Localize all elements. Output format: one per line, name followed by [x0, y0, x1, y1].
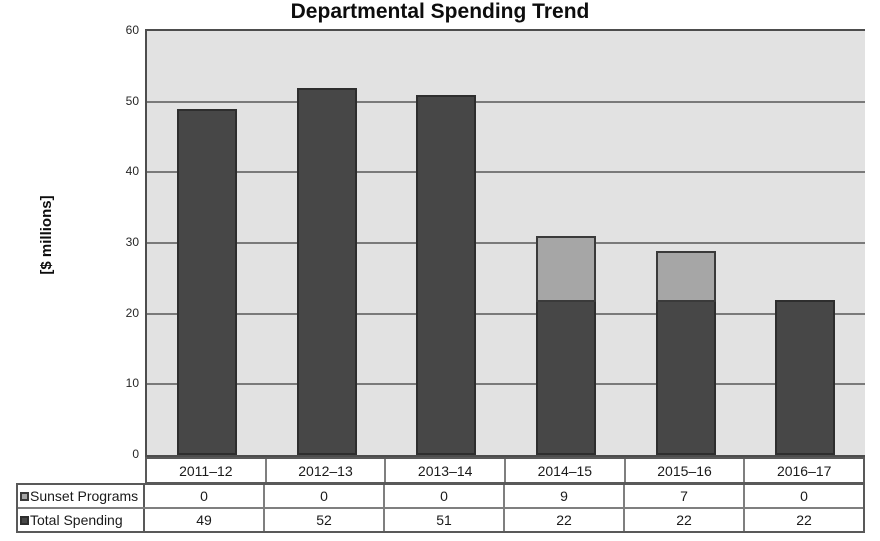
plot-area: [145, 29, 865, 457]
bar-segment-sunset-programs-2015-16: [656, 251, 716, 302]
y-tick-label-50: 50: [125, 94, 139, 108]
row-header-label-total-spending: Total Spending: [30, 512, 123, 528]
legend-key-icon-sunset-programs: [20, 491, 29, 501]
y-tick-label-20: 20: [125, 306, 139, 320]
bar-segment-total-spending-2014-15: [536, 300, 596, 455]
value-cell-total-spending-2012-13: 52: [265, 509, 385, 531]
legend-key-icon-total-spending: [20, 515, 29, 525]
gridline-20: [147, 313, 865, 315]
category-cell-2012-13: 2012–13: [267, 459, 387, 482]
y-tick-label-40: 40: [125, 164, 139, 178]
data-table-legend-rows: Sunset Programs 0 0 0 9 7 0 Total Spending 49 52 5…: [16, 483, 865, 533]
bar-segment-total-spending-2016-17: [775, 300, 835, 455]
bar-segment-total-spending-2015-16: [656, 300, 716, 455]
y-tick-label-60: 60: [125, 23, 139, 37]
category-cell-2011-12: 2011–12: [147, 459, 267, 482]
value-cell-sunset-programs-2016-17: 0: [800, 488, 808, 504]
value-cell-sunset-programs-2012-13: 0: [265, 485, 385, 507]
value-cell-total-spending-2013-14: 51: [385, 509, 505, 531]
category-cell-2014-15: 2014–15: [506, 459, 626, 482]
gridline-30: [147, 242, 865, 244]
y-tick-label-10: 10: [125, 376, 139, 390]
value-cell-total-spending-2011-12: 49: [145, 509, 265, 531]
value-cell-sunset-programs-2015-16: 7: [625, 485, 745, 507]
table-row-total-spending: Total Spending 49 52 51 22 22 22: [18, 509, 863, 531]
value-cell-sunset-programs-2011-12: 0: [145, 485, 265, 507]
value-cell-sunset-programs-2013-14: 0: [385, 485, 505, 507]
chart-title: Departmental Spending Trend: [290, 0, 590, 23]
value-cell-sunset-programs-2014-15: 9: [505, 485, 625, 507]
bar-segment-total-spending-2011-12: [177, 109, 237, 455]
row-header-label-sunset-programs: Sunset Programs: [30, 488, 139, 504]
row-header-total-spending: Total Spending: [18, 509, 145, 531]
category-cell-2015-16: 2015–16: [626, 459, 746, 482]
gridline-40: [147, 171, 865, 173]
category-cell-2013-14: 2013–14: [386, 459, 507, 482]
bar-segment-total-spending-2012-13: [297, 88, 357, 455]
table-row-sunset-programs: Sunset Programs 0 0 0 9 7 0: [18, 485, 863, 509]
gridline-50: [147, 101, 865, 103]
y-tick-label-0: 0: [132, 447, 139, 461]
value-cell-total-spending-2016-17: 22: [796, 512, 812, 528]
bar-segment-sunset-programs-2014-15: [536, 236, 596, 302]
category-header-row: 2011–12 2012–13 2013–14 2014–15 2015–16 2016–…: [145, 457, 865, 484]
y-tick-label-30: 30: [125, 235, 139, 249]
bar-segment-total-spending-2013-14: [416, 95, 476, 455]
value-cell-total-spending-2014-15: 22: [505, 509, 625, 531]
gridline-10: [147, 383, 865, 385]
category-cell-2016-17: 2016–17: [776, 462, 832, 479]
value-cell-total-spending-2015-16: 22: [625, 509, 745, 531]
y-axis-label: [$ millions]: [38, 195, 55, 275]
row-header-sunset-programs: Sunset Programs: [18, 485, 145, 507]
